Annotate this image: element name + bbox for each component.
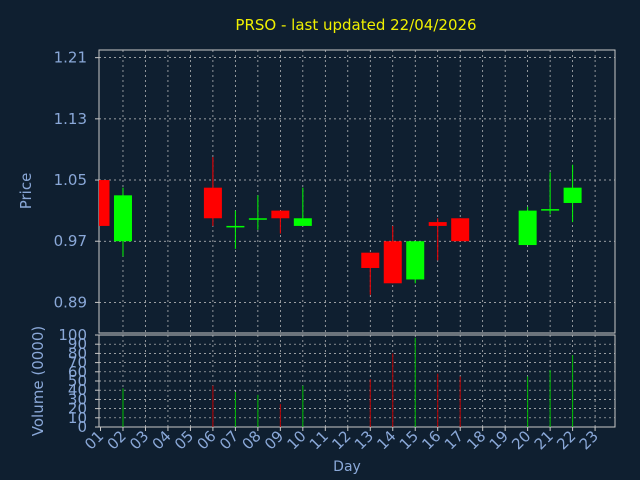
price-tick-label: 1.05 [54,171,87,189]
candle-body [361,252,380,268]
chart-title: PRSO - last updated 22/04/2026 [235,16,476,34]
price-tick-label: 1.13 [54,110,87,128]
x-axis-ticks: 0102030405060708091011121314151617181920… [81,427,602,453]
volume-tick-label: 30 [68,390,87,408]
candle-body [563,187,582,203]
volume-tick-label: 80 [68,344,87,362]
candle-body [428,222,447,226]
price-tick-label: 1.21 [54,49,87,67]
volume-tick-label: 60 [68,363,87,381]
candle-body [248,218,267,220]
x-axis-label: Day [333,459,361,475]
candle-body [113,195,132,242]
candle-body [99,180,110,226]
price-tick-label: 0.89 [54,293,87,311]
candle-body [518,210,537,246]
volume-tick-label: 50 [68,372,87,390]
volume-tick-label: 10 [68,409,87,427]
candle-body [271,210,290,219]
volume-panel-frame [98,334,616,428]
volume-tick-label: 20 [68,400,87,418]
candle-body [226,225,245,228]
price-panel-frame [98,49,616,334]
volume-tick-label: 90 [68,335,87,353]
candle-body [383,241,402,284]
x-tick-label: 23 [576,427,602,453]
candle-body [451,218,470,242]
volume-tick-label: 40 [68,381,87,399]
volume-tick-label: 0 [77,418,87,436]
candle-body [203,187,222,219]
price-tick-label: 0.97 [54,232,87,250]
candle-body [293,218,312,226]
price-panel: 1.21 1.13 1.05 0.97 0.89 [54,49,616,334]
candle-body [406,241,425,280]
candle-body [541,209,560,211]
volume-tick-label: 70 [68,354,87,372]
price-axis-label: Price [17,173,35,210]
volume-axis-label: Volume (0000) [29,326,47,436]
volume-tick-label: 100 [58,326,87,344]
